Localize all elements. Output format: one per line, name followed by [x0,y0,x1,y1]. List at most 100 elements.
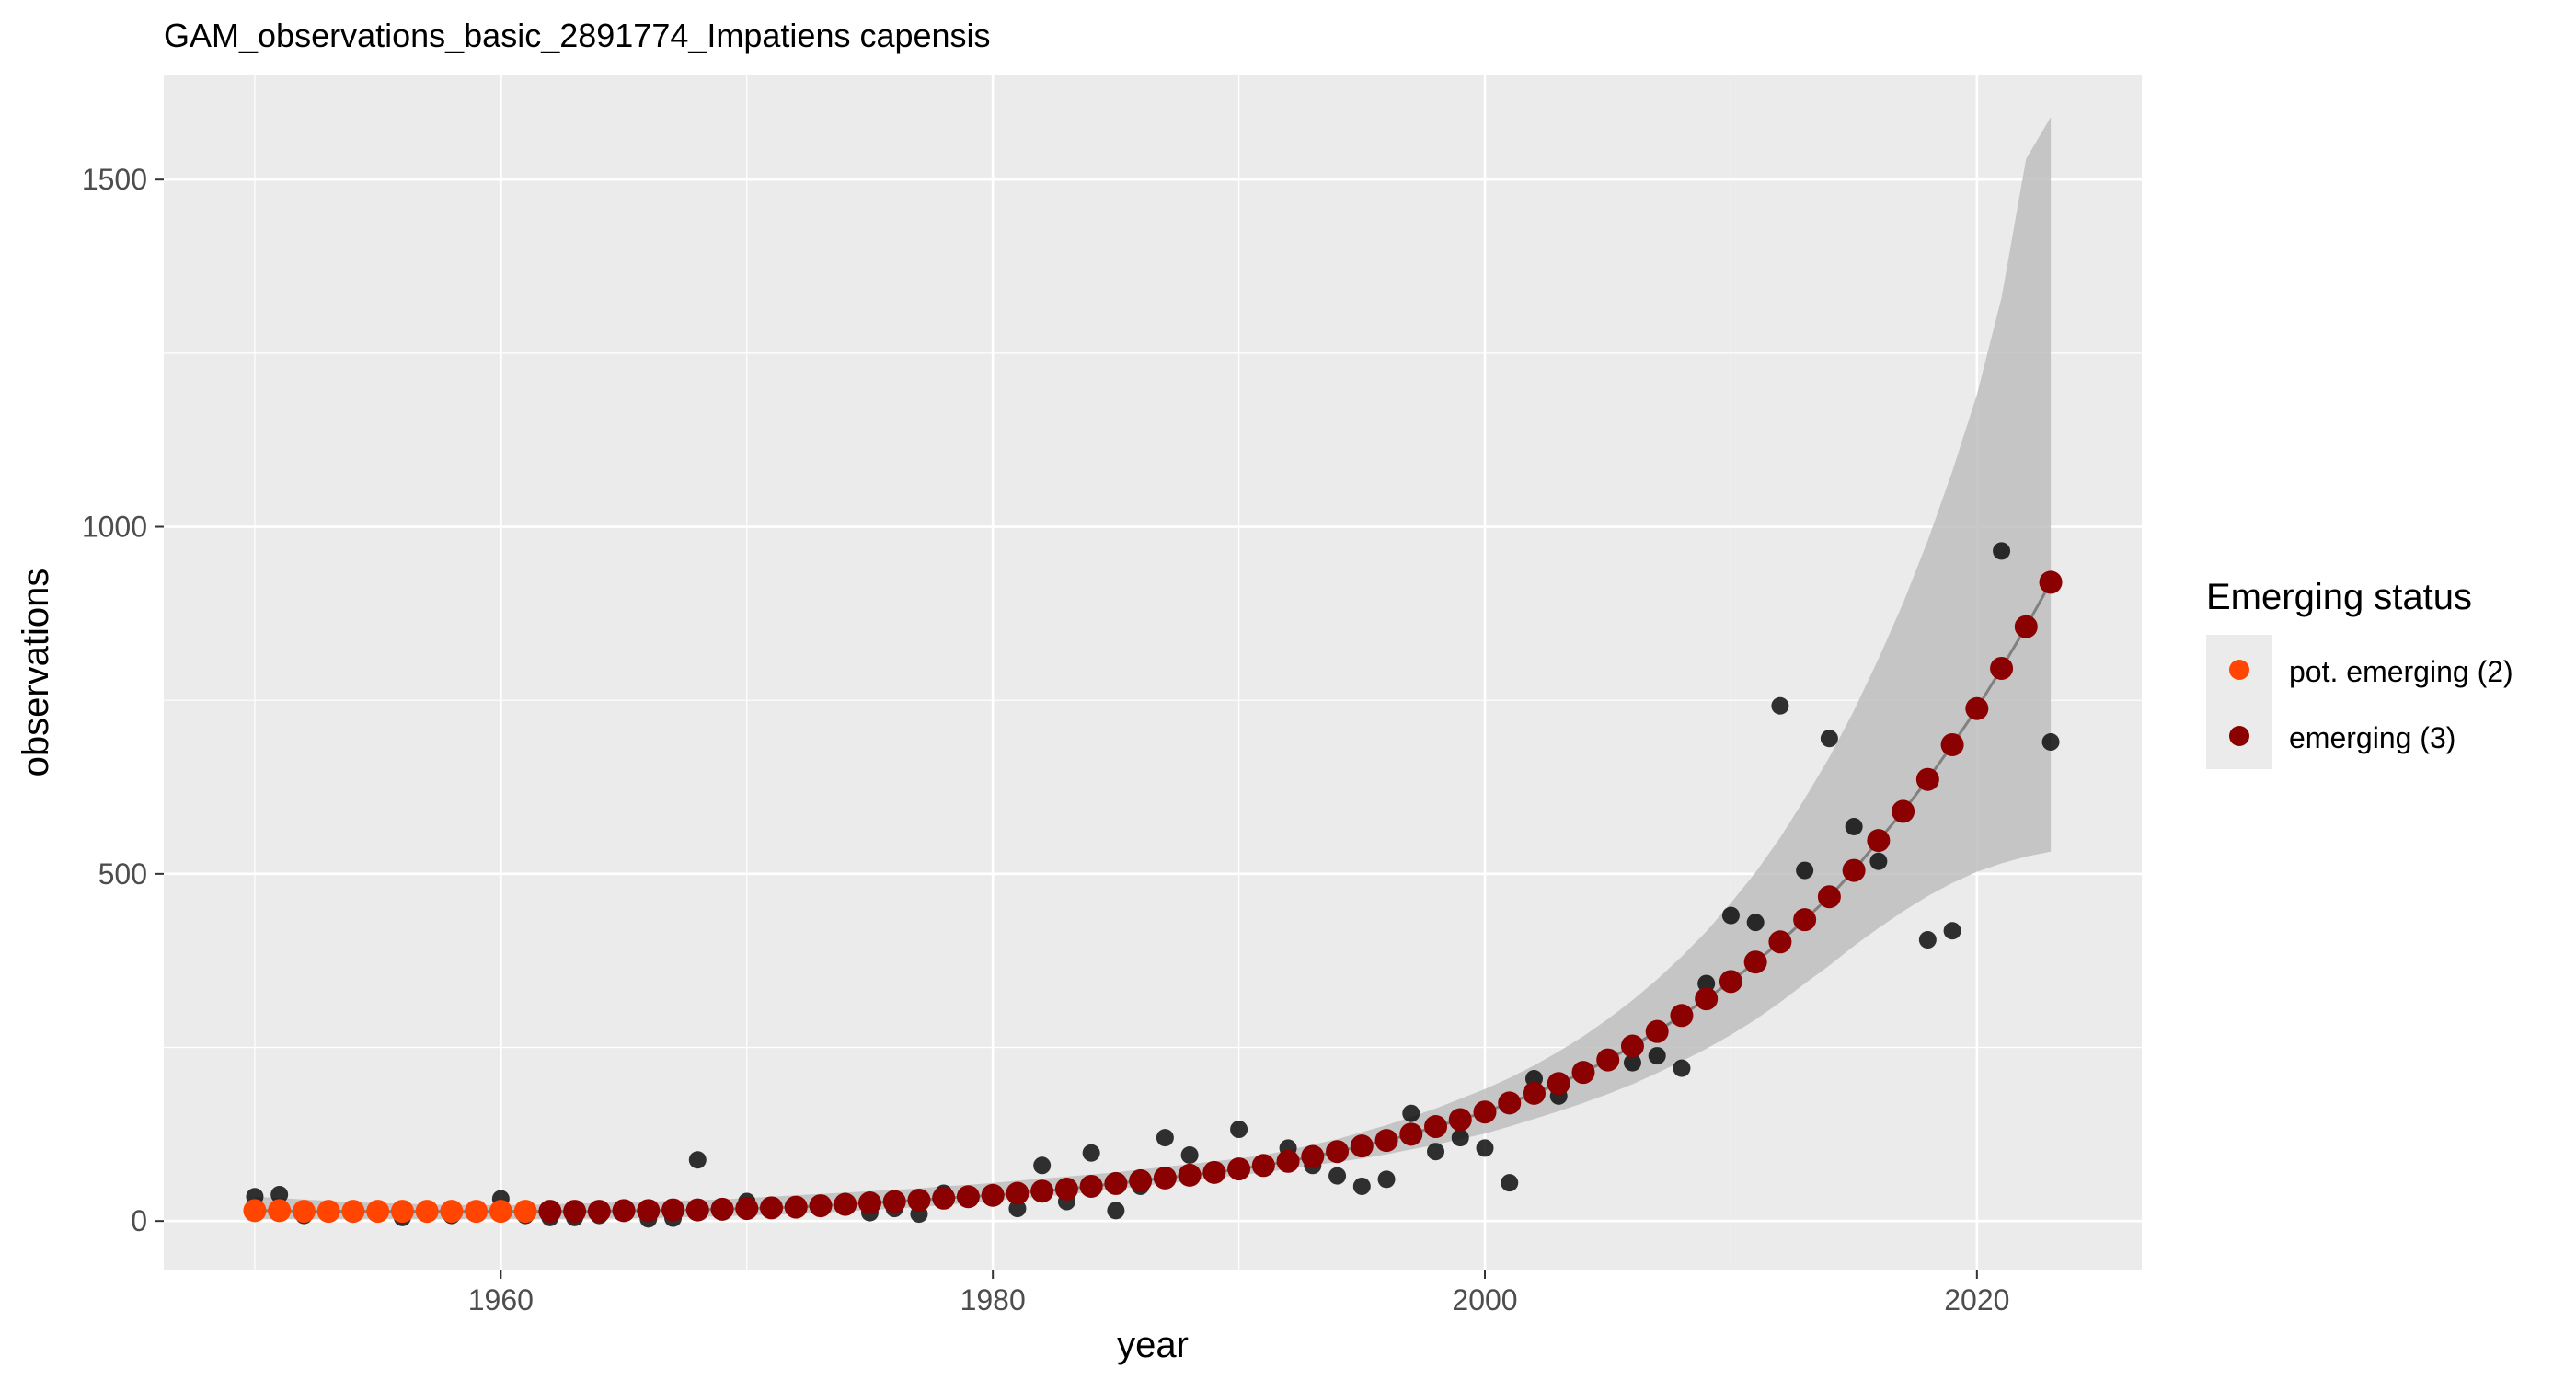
observed-point [1820,730,1838,748]
legend-key-background [2206,635,2272,769]
observed-point [1328,1167,1347,1185]
minor-gridlines [164,75,2142,1270]
legend-key-emerging [2229,726,2249,746]
plot-panel [164,75,2142,1270]
observed-point [1451,1129,1469,1147]
fitted-point-emerging [1498,1091,1522,1115]
fitted-point-emerging [1079,1174,1103,1198]
fitted-point-emerging [587,1200,611,1224]
fitted-point-emerging [685,1198,709,1222]
legend-label-emerging: emerging (3) [2289,721,2455,754]
fitted-point-emerging [538,1200,562,1224]
observed-point [1623,1053,1641,1072]
fitted-point-emerging [1768,930,1792,954]
legend: Emerging status pot. emerging (2) emergi… [2206,577,2513,769]
fitted-points-layer [243,570,2063,1224]
fitted-point-emerging [981,1183,1005,1207]
fitted-point-emerging [1030,1179,1054,1203]
fitted-point-emerging [882,1190,906,1213]
fitted-point-emerging [1719,970,1742,994]
fitted-point-emerging [907,1189,931,1213]
fitted-point-pot-emerging [415,1200,439,1224]
fitted-point-pot-emerging [440,1200,464,1224]
legend-title: Emerging status [2206,577,2472,617]
fitted-point-emerging [1817,885,1841,909]
fitted-point-pot-emerging [366,1200,390,1224]
x-axis: 1960 1980 2000 2020 [468,1270,2009,1317]
y-axis: 0 500 1000 1500 [82,163,164,1237]
fitted-point-emerging [1990,656,2014,680]
fitted-point-emerging [563,1200,587,1224]
observed-point [1721,906,1740,925]
observed-point [1427,1143,1445,1161]
fitted-point-emerging [1227,1157,1251,1181]
fitted-point-emerging [1915,767,1939,791]
fitted-point-emerging [1374,1129,1398,1153]
fitted-point-emerging [1301,1144,1325,1168]
fitted-point-emerging [1202,1160,1226,1184]
observed-point [2041,732,2060,751]
fitted-point-emerging [1867,829,1891,853]
fitted-point-emerging [1547,1072,1570,1096]
fitted-point-emerging [661,1198,685,1222]
x-axis-label: year [1117,1325,1189,1365]
fitted-point-emerging [1276,1149,1300,1173]
observed-point [1993,542,2011,560]
observed-point [1697,974,1716,993]
observed-point [1943,922,1961,940]
fitted-point-pot-emerging [268,1199,292,1223]
fitted-point-emerging [612,1199,636,1223]
fitted-point-emerging [637,1199,661,1223]
observed-point [1673,1059,1691,1077]
y-tick-label: 500 [98,857,147,891]
fitted-point-emerging [2014,615,2038,638]
fitted-point-pot-emerging [465,1200,489,1224]
legend-key-pot-emerging [2229,660,2249,680]
fitted-point-emerging [1842,858,1866,882]
fitted-point-emerging [2039,570,2063,594]
fitted-point-emerging [760,1196,784,1220]
observed-point [688,1151,707,1169]
observed-point [1476,1139,1494,1157]
fitted-point-emerging [1448,1108,1472,1132]
y-tick-label: 1500 [82,163,147,196]
fitted-point-pot-emerging [489,1200,512,1224]
fitted-point-emerging [1793,908,1817,932]
fitted-point-emerging [1104,1171,1128,1195]
fitted-point-emerging [1596,1048,1620,1072]
fitted-point-pot-emerging [243,1199,267,1223]
fitted-point-emerging [1424,1115,1448,1139]
fitted-point-emerging [1473,1100,1497,1124]
fitted-point-pot-emerging [390,1200,414,1224]
observed-point [1918,931,1937,949]
fitted-point-emerging [1350,1134,1374,1158]
fitted-point-emerging [809,1194,833,1218]
fitted-point-emerging [1006,1181,1029,1205]
fitted-point-emerging [1129,1168,1153,1192]
fitted-point-emerging [1571,1061,1595,1085]
fitted-point-emerging [1645,1019,1669,1043]
fitted-point-emerging [1178,1163,1202,1187]
fitted-point-emerging [857,1191,881,1215]
fitted-point-emerging [1054,1177,1078,1201]
y-tick-label: 1000 [82,511,147,544]
observed-point [1796,861,1814,880]
x-tick-label: 1960 [468,1283,534,1317]
fitted-point-emerging [1153,1166,1177,1190]
observed-point [1377,1170,1396,1189]
chart-title: GAM_observations_basic_2891774_Impatiens… [164,17,991,54]
observed-point [1107,1202,1125,1220]
fitted-point-emerging [1620,1034,1644,1058]
fitted-point-pot-emerging [316,1200,340,1224]
x-tick-label: 2000 [1452,1283,1517,1317]
observed-point [1501,1174,1519,1192]
x-tick-label: 2020 [1944,1283,2009,1317]
fitted-point-emerging [710,1197,734,1221]
observed-point [1033,1156,1052,1175]
fitted-point-emerging [784,1195,808,1219]
legend-label-pot-emerging: pot. emerging (2) [2289,655,2513,688]
fitted-point-emerging [1940,732,1964,756]
fitted-point-pot-emerging [513,1200,537,1224]
fitted-point-emerging [1695,987,1719,1011]
observed-point [1352,1177,1371,1195]
